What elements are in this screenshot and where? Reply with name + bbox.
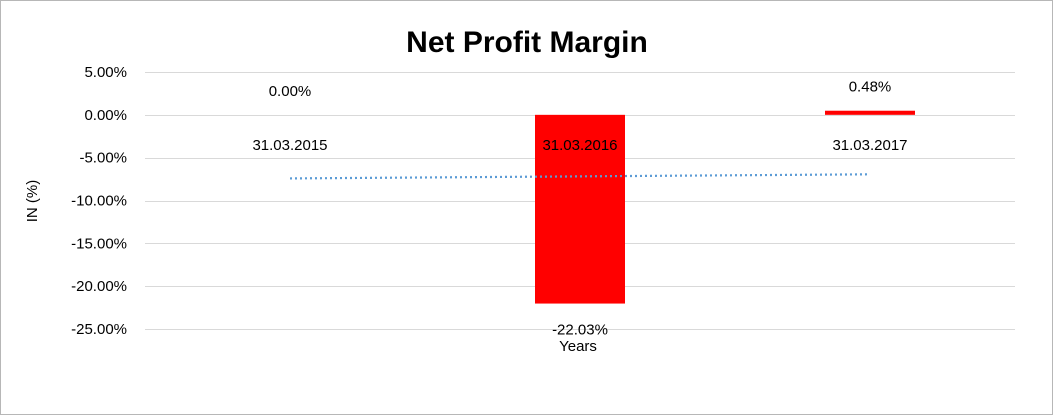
trendline-path [289,173,871,180]
category-label: 31.03.2016 [542,137,617,154]
y-tick-label: -10.00% [71,193,127,210]
category-label: 31.03.2015 [252,137,327,154]
y-axis-title: IN (%) [24,180,41,223]
y-tick-label: -15.00% [71,235,127,252]
bars [535,110,915,304]
y-tick-label: 0.00% [84,107,127,124]
y-axis-tick-labels: 5.00% 0.00% -5.00% -10.00% -15.00% -20.00% -25… [71,64,127,338]
x-axis-title: Years [559,338,597,355]
y-tick-label: 5.00% [84,64,127,81]
trendline [289,173,871,180]
bar [825,110,915,115]
y-tick-label: -25.00% [71,321,127,338]
y-tick-label: -20.00% [71,278,127,295]
data-label: -22.03% [552,322,608,339]
bar [535,114,625,304]
data-label: 0.00% [269,83,312,100]
data-labels: 0.00% -22.03% 0.48% [269,79,892,339]
category-labels: 31.03.2015 31.03.2016 31.03.2017 [252,137,907,154]
data-label: 0.48% [849,79,892,96]
category-label: 31.03.2017 [832,137,907,154]
chart-title: Net Profit Margin [406,26,648,59]
y-tick-label: -5.00% [79,150,127,167]
